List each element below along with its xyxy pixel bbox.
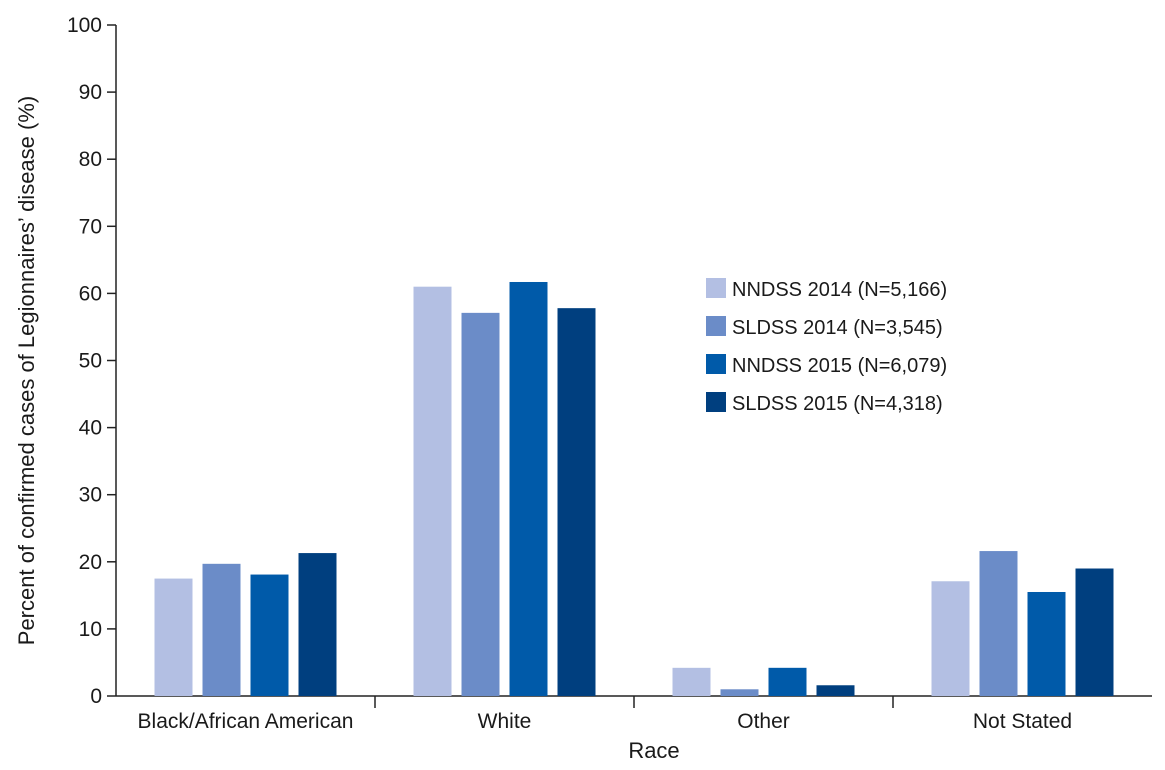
y-tick-label: 90 — [79, 81, 102, 104]
y-tick-label: 70 — [79, 215, 102, 238]
y-tick-label: 100 — [67, 14, 102, 37]
y-tick-label: 30 — [79, 484, 102, 507]
y-tick-label: 10 — [79, 618, 102, 641]
bar-black-african-american-series-1 — [154, 578, 193, 696]
y-tick-label: 0 — [90, 685, 102, 708]
bar-white-series-2 — [461, 312, 500, 696]
bar-not-stated-series-1 — [931, 581, 970, 696]
y-tick-label: 80 — [79, 148, 102, 171]
bars — [154, 281, 1114, 696]
legend-label: NNDSS 2015 (N=6,079) — [732, 355, 947, 377]
bar-not-stated-series-3 — [1027, 591, 1066, 696]
y-tick-label: 60 — [79, 282, 102, 305]
legend-swatch — [706, 392, 726, 412]
legend-swatch — [706, 278, 726, 298]
legend: NNDSS 2014 (N=5,166) SLDSS 2014 (N=3,545)… — [706, 278, 947, 415]
bar-other-series-4 — [816, 685, 855, 696]
y-axis-title: Percent of confirmed cases of Legionnair… — [14, 96, 39, 645]
y-tick-label: 50 — [79, 350, 102, 373]
x-category-label: White — [478, 710, 532, 733]
x-category-label: Not Stated — [973, 710, 1072, 733]
legend-swatch — [706, 354, 726, 374]
bar-other-series-2 — [720, 689, 759, 696]
x-axis: Black/African American White Other Not Stat… — [116, 695, 1152, 733]
bar-black-african-american-series-3 — [250, 574, 289, 696]
y-tick-label: 20 — [79, 551, 102, 574]
bar-not-stated-series-4 — [1075, 568, 1114, 696]
bar-white-series-3 — [509, 281, 548, 696]
y-tick-label: 40 — [79, 417, 102, 440]
bar-other-series-1 — [672, 667, 711, 696]
legend-label: NNDSS 2014 (N=5,166) — [732, 279, 947, 301]
x-category-label: Other — [737, 710, 790, 733]
legend-label: SLDSS 2015 (N=4,318) — [732, 393, 943, 415]
y-axis: 0 10 20 30 40 50 60 70 80 90 100 — [67, 14, 117, 708]
legend-swatch — [706, 316, 726, 336]
x-category-label: Black/African American — [138, 710, 354, 733]
x-axis-title: Race — [628, 738, 679, 763]
bar-not-stated-series-2 — [979, 551, 1018, 696]
bar-black-african-american-series-4 — [298, 553, 337, 696]
bar-other-series-3 — [768, 667, 807, 696]
bar-white-series-1 — [413, 286, 452, 696]
bar-white-series-4 — [557, 308, 596, 696]
legend-label: SLDSS 2014 (N=3,545) — [732, 317, 943, 339]
bar-black-african-american-series-2 — [202, 563, 241, 696]
